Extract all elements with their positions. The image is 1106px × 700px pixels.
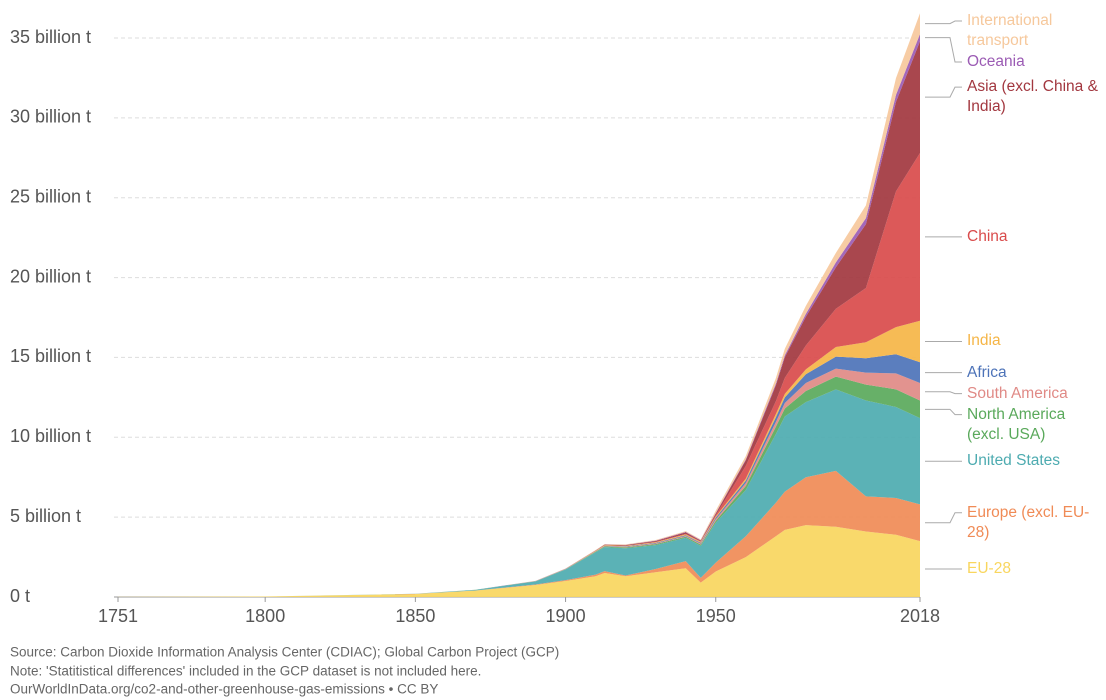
connector <box>925 408 962 416</box>
x-tick-label: 1950 <box>696 606 736 626</box>
legend-label: China <box>967 227 1008 245</box>
x-tick-label: 1800 <box>245 606 285 626</box>
legend-label: Europe (excl. EU-28) <box>967 503 1090 541</box>
legend-label: Asia (excl. China & India) <box>967 78 1098 116</box>
connector <box>925 20 962 25</box>
note: Note: 'Statitistical differences' includ… <box>10 664 481 679</box>
connector <box>925 512 962 524</box>
source: Source: Carbon Dioxide Information Analy… <box>10 645 559 660</box>
y-tick-label: 25 billion t <box>10 186 91 206</box>
legend-label: EU-28 <box>967 560 1011 578</box>
x-tick-label: 1850 <box>395 606 435 626</box>
y-tick-label: 10 billion t <box>10 426 91 446</box>
legend-label: International transport <box>967 12 1053 49</box>
y-tick-label: 35 billion t <box>10 27 91 47</box>
legend-label: India <box>967 332 1001 350</box>
y-tick-label: 5 billion t <box>10 506 81 526</box>
connector <box>925 391 962 395</box>
legend-label: North America (excl. USA) <box>967 405 1066 443</box>
connector <box>925 86 962 98</box>
legend-label: Oceania <box>967 53 1025 70</box>
connector <box>925 37 962 63</box>
x-tick-label: 1751 <box>98 606 138 626</box>
y-tick-label: 0 t <box>10 586 30 606</box>
y-tick-label: 15 billion t <box>10 346 91 366</box>
area <box>118 320 920 597</box>
legend-label: South America <box>967 384 1068 402</box>
legend-label: Africa <box>967 363 1007 381</box>
credit: OurWorldInData.org/co2-and-other-greenho… <box>10 682 438 697</box>
area <box>118 389 920 597</box>
x-tick-label: 2018 <box>900 606 940 626</box>
area <box>118 525 920 597</box>
x-tick-label: 1900 <box>546 606 586 626</box>
y-tick-label: 20 billion t <box>10 266 91 286</box>
y-tick-label: 30 billion t <box>10 107 91 127</box>
area <box>118 470 920 597</box>
legend-label: United States <box>967 452 1061 470</box>
